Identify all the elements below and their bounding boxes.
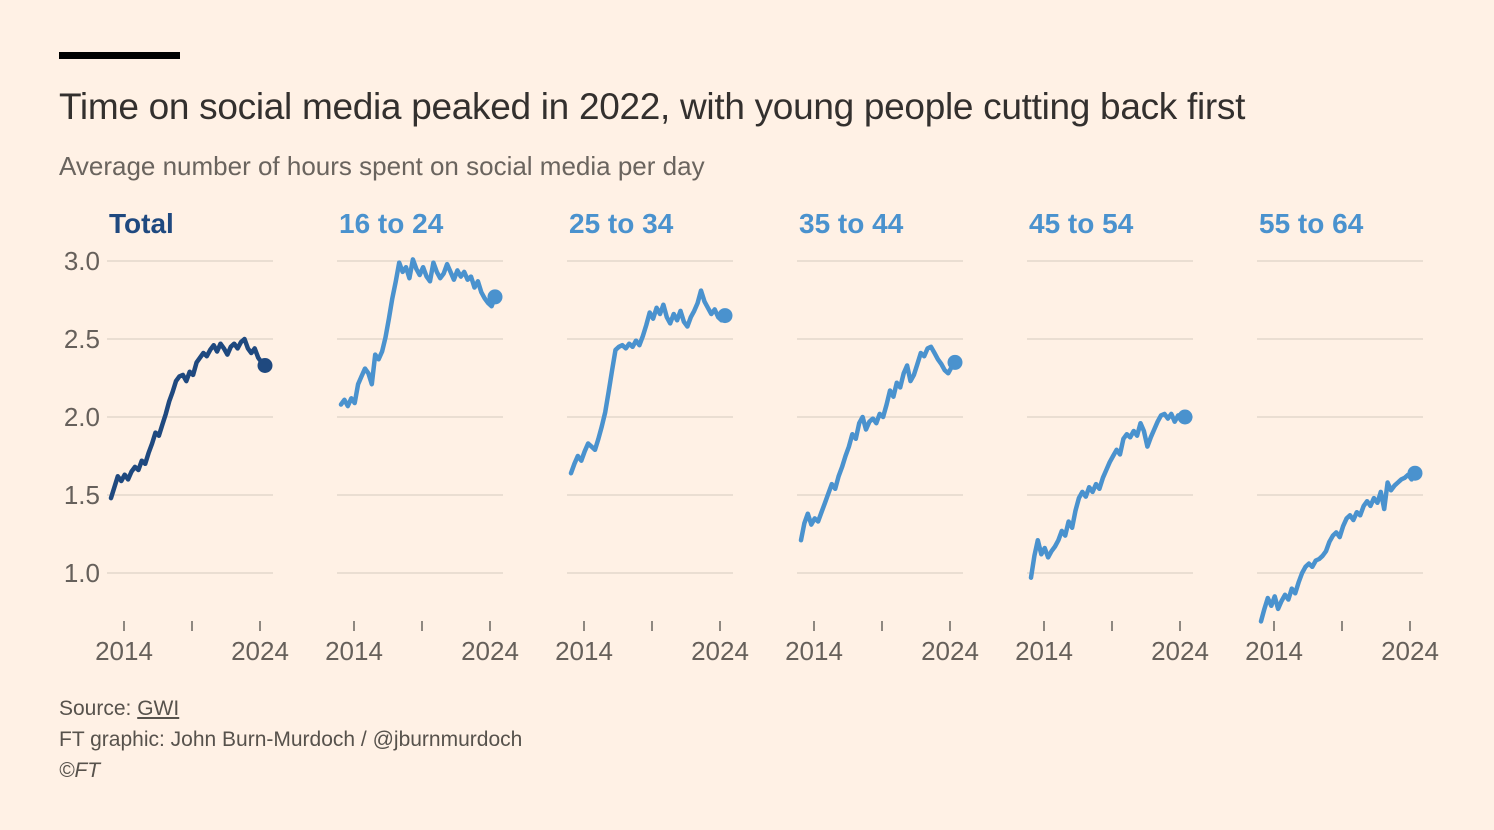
data-line (108, 336, 268, 501)
copyright-line: ©FT (59, 759, 101, 782)
x-axis-tick-label: 2024 (1151, 636, 1209, 666)
x-axis-tick-label: 2014 (785, 636, 843, 666)
line-chart-svg (107, 260, 273, 631)
line-chart-svg (797, 260, 963, 631)
chart-panel-55-to-64: 55 to 64 2014 2024 (1245, 200, 1439, 670)
credit-line: FT graphic: John Burn-Murdoch / @jburnmu… (59, 728, 523, 751)
panel-title: 25 to 34 (569, 208, 674, 239)
end-point-dot (1407, 465, 1423, 481)
line-chart-svg (1027, 260, 1193, 631)
panel-title: 55 to 64 (1259, 208, 1364, 239)
chart-panel-25-to-34: 25 to 34 2014 2024 (555, 200, 749, 670)
x-axis-tick-label: 2014 (555, 636, 613, 666)
panel-title: 45 to 54 (1029, 208, 1134, 239)
data-line (798, 344, 958, 543)
line-chart-svg (567, 260, 733, 631)
panel-title: 35 to 44 (799, 208, 904, 239)
panel-title: Total (109, 208, 174, 239)
x-axis-tick-label: 2024 (461, 636, 519, 666)
end-point-dot (487, 289, 503, 305)
x-axis-tick-label: 2014 (1245, 636, 1303, 666)
source-link[interactable]: GWI (137, 697, 180, 720)
x-axis-tick-label: 2014 (95, 636, 153, 666)
chart-panel-35-to-44: 35 to 44 2014 2024 (785, 200, 979, 670)
x-axis-tick-label: 2014 (325, 636, 383, 666)
data-line (568, 288, 728, 476)
end-point-dot (717, 308, 733, 324)
y-axis-tick-label: 2.5 (63, 324, 100, 354)
end-point-dot (1177, 409, 1193, 425)
chart-title: Time on social media peaked in 2022, wit… (59, 86, 1246, 127)
chart-panel-total: Total 2014 2024 (95, 200, 289, 670)
panel-title: 16 to 24 (339, 208, 444, 239)
data-line (1028, 411, 1188, 580)
chart-subtitle: Average number of hours spent on social … (59, 151, 705, 181)
end-point-dot (257, 358, 273, 373)
x-axis-tick-label: 2024 (231, 636, 289, 666)
data-line (1258, 470, 1418, 624)
x-axis-tick-label: 2024 (1381, 636, 1439, 666)
source-line: Source: GWI (59, 693, 522, 724)
x-axis-tick-label: 2014 (1015, 636, 1073, 666)
y-axis-tick-label: 1.5 (63, 480, 100, 510)
end-point-dot (947, 354, 963, 370)
line-chart-svg (337, 257, 503, 631)
x-axis-tick-label: 2024 (921, 636, 979, 666)
source-label: Source: (59, 697, 138, 720)
line-chart-svg (1257, 260, 1423, 631)
chart-panel-45-to-54: 45 to 54 2014 2024 (1015, 200, 1209, 670)
y-axis-tick-label: 3.0 (63, 246, 100, 276)
y-axis-tick-label: 1.0 (63, 558, 100, 588)
ft-brand-bar (59, 52, 180, 59)
data-line (338, 257, 498, 409)
y-axis-tick-label: 2.0 (63, 402, 100, 432)
x-axis-tick-label: 2024 (691, 636, 749, 666)
chart-footer: Source: GWI FT graphic: John Burn-Murdoc… (59, 693, 522, 786)
chart-panel-16-to-24: 16 to 24 2014 2024 (325, 200, 519, 670)
